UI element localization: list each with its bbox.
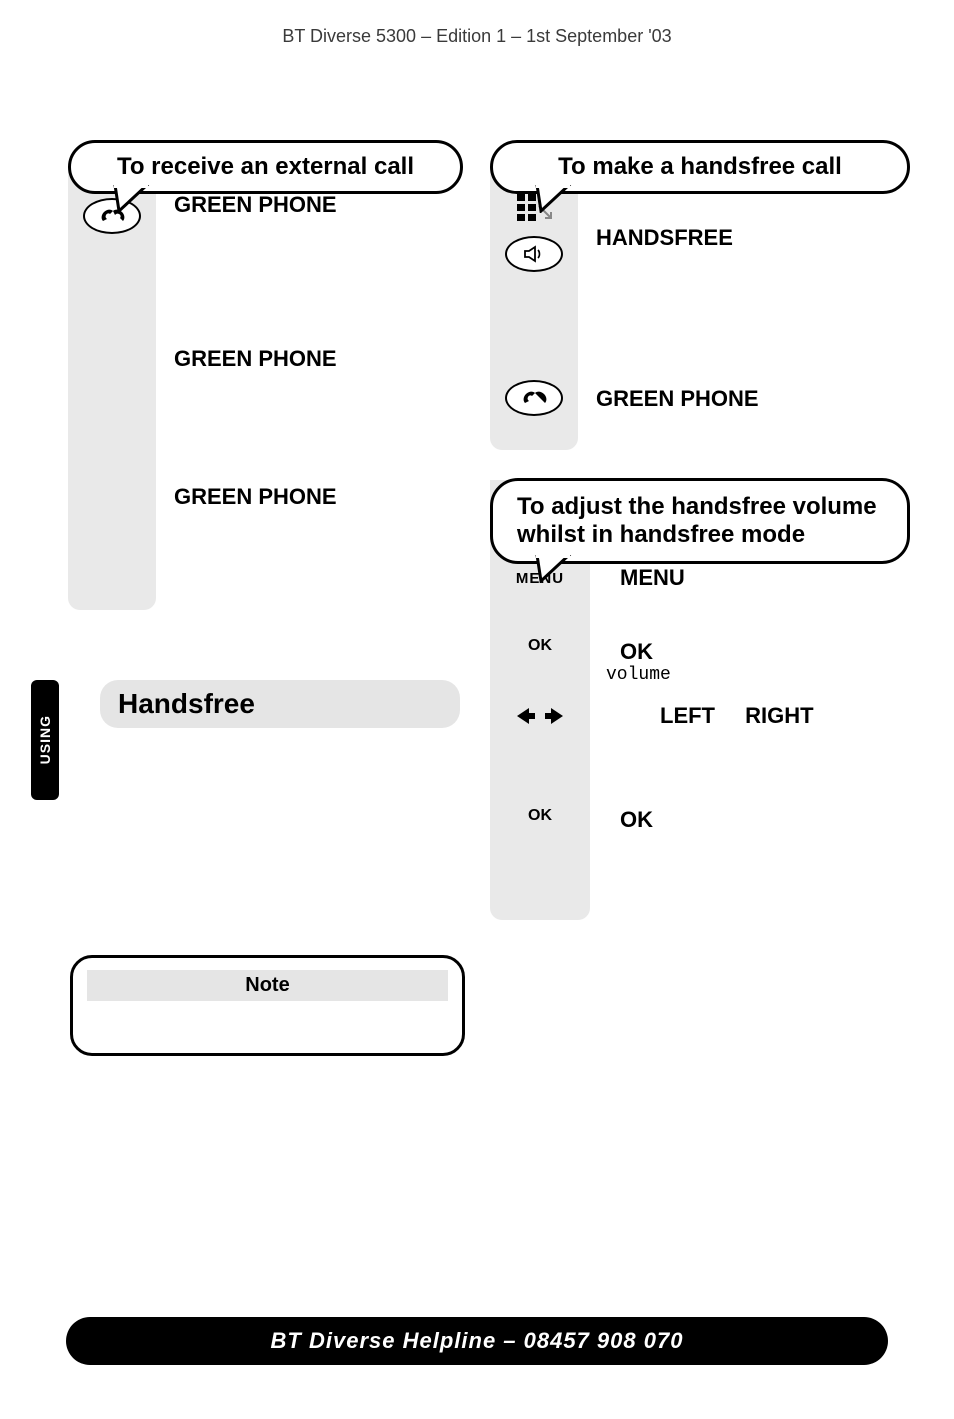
bubble-tail-icon xyxy=(533,555,573,583)
bubble-adjust-volume: To adjust the handsfree volume whilst in… xyxy=(490,478,910,564)
ok-button-icon: OK xyxy=(528,637,552,655)
bubble-adjust-volume-text: To adjust the handsfree volume whilst in… xyxy=(517,493,877,548)
left-right-arrows-icon xyxy=(515,705,565,727)
note-title: Note xyxy=(87,970,448,1001)
ok-button-icon-2: OK xyxy=(528,807,552,825)
step-green-phone-3: GREEN PHONE xyxy=(174,484,468,510)
bubble-tail-icon xyxy=(533,185,573,213)
lcd-volume: volume xyxy=(606,665,920,685)
step-green-phone-right: GREEN PHONE xyxy=(596,386,920,412)
bubble-handsfree-call: To make a handsfree call xyxy=(490,140,910,194)
section-handsfree-heading: Handsfree xyxy=(100,680,460,728)
step-green-phone-1: GREEN PHONE xyxy=(174,192,468,218)
footer-helpline: BT Diverse Helpline – 08457 908 070 xyxy=(66,1317,888,1365)
bubble-receive-call: To receive an external call xyxy=(68,140,463,194)
bubble-handsfree-call-text: To make a handsfree call xyxy=(558,153,842,180)
bubble-tail-icon xyxy=(111,185,151,213)
side-tab-label: USING xyxy=(37,715,53,764)
ok-text: OK xyxy=(620,639,920,665)
step-green-phone-2: GREEN PHONE xyxy=(174,346,468,372)
speaker-icon xyxy=(505,236,563,272)
side-tab-using: USING xyxy=(31,680,59,800)
phone-pickup-icon xyxy=(505,380,563,416)
note-box: Note xyxy=(70,955,465,1056)
step-handsfree: HANDSFREE xyxy=(596,225,920,251)
left-key-text: LEFT xyxy=(660,703,715,728)
ok-text-2: OK xyxy=(620,807,920,833)
bubble-receive-call-text: To receive an external call xyxy=(117,153,414,180)
right-key-text: RIGHT xyxy=(745,703,813,728)
menu-text: MENU xyxy=(620,565,920,591)
doc-header: BT Diverse 5300 – Edition 1 – 1st Septem… xyxy=(0,26,954,47)
